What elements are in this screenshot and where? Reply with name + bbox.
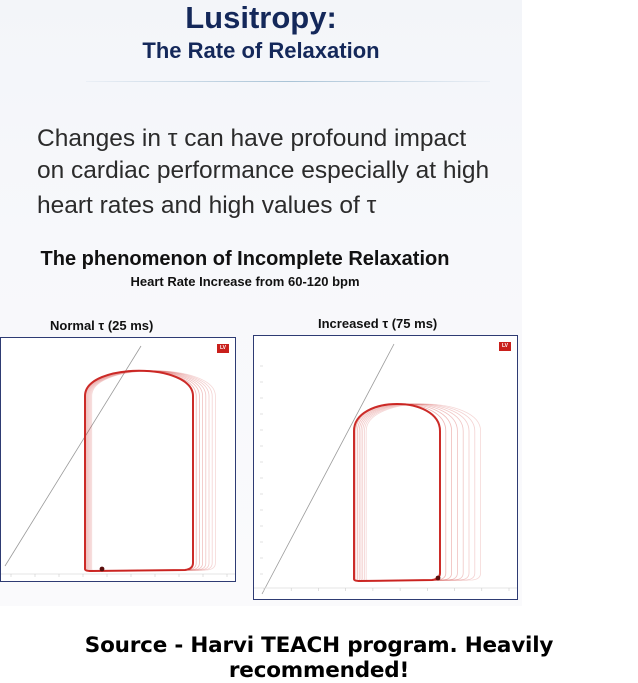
source-caption: Source - Harvi TEACH program. Heavily re… xyxy=(84,633,554,683)
pv-loop xyxy=(362,403,470,582)
espvr-line xyxy=(261,343,395,595)
figure-title: The phenomenon of Incomplete Relaxation xyxy=(40,248,450,270)
x-axis xyxy=(254,365,517,591)
pv-loop xyxy=(353,403,441,583)
pv-loop xyxy=(360,403,464,582)
increased-tau-label: Increased τ (75 ms) xyxy=(318,316,438,331)
body-text-line-2: on cardiac performance especially at hig… xyxy=(37,157,490,184)
pv-loop xyxy=(84,369,194,573)
end-diastolic-point xyxy=(99,566,105,572)
slide-title: Lusitropy: xyxy=(185,0,337,35)
pv-loop xyxy=(357,403,452,582)
pv-loop xyxy=(91,370,216,572)
pv-loop-plot xyxy=(254,343,517,595)
increased-tau-pv-loop-panel: LV xyxy=(253,335,518,600)
pv-loop xyxy=(87,370,203,572)
slide-subtitle: The Rate of Relaxation xyxy=(142,38,380,63)
pv-loop xyxy=(86,370,200,572)
lv-badge: LV xyxy=(217,344,229,353)
espvr-line xyxy=(4,345,142,567)
pv-loop xyxy=(355,403,447,582)
lv-badge: LV xyxy=(499,342,511,351)
pv-loop-plot xyxy=(1,345,235,577)
x-axis xyxy=(1,573,235,577)
body-text-line-3: heart rates and high values of τ xyxy=(37,192,377,219)
pv-loop xyxy=(85,370,197,572)
pv-loop xyxy=(88,370,207,572)
figure-subtitle: Heart Rate Increase from 60-120 bpm xyxy=(130,274,360,289)
body-text-line-1: Changes in τ can have profound impact xyxy=(37,125,467,152)
pv-loop xyxy=(364,403,476,582)
normal-tau-pv-loop-panel: LV xyxy=(0,337,236,582)
title-divider xyxy=(86,81,490,82)
end-diastolic-point xyxy=(435,575,441,581)
pv-loop xyxy=(89,370,210,572)
normal-tau-label: Normal τ (25 ms) xyxy=(50,318,154,333)
pv-loop xyxy=(358,403,458,582)
